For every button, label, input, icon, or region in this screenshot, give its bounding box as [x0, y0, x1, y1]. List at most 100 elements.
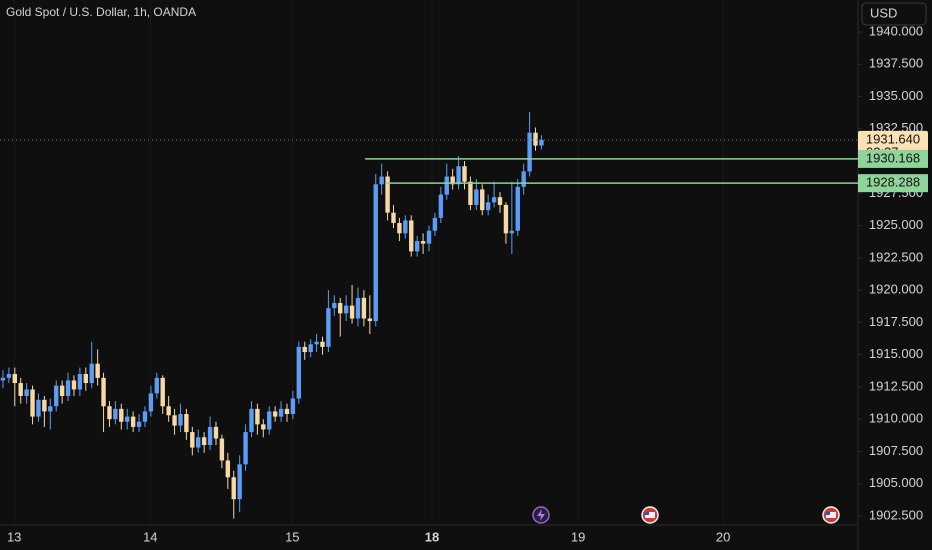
y-tick-label: 1920.000: [869, 282, 923, 297]
candle-body: [243, 432, 248, 465]
candle-body: [391, 212, 396, 224]
candle-body: [148, 393, 154, 412]
candle-body: [166, 406, 171, 416]
event-icon[interactable]: [822, 506, 840, 524]
candle-body: [48, 406, 53, 412]
candle-body: [308, 344, 313, 353]
candle-body: [225, 460, 231, 478]
candle-body: [515, 186, 520, 231]
candle-body: [237, 464, 242, 500]
last-price-label: 1931.640: [866, 131, 920, 146]
candle-body: [65, 380, 71, 396]
candle-body: [24, 389, 29, 396]
candle-body: [485, 202, 491, 211]
candle-body: [314, 341, 319, 345]
currency-button[interactable]: [861, 2, 927, 26]
y-tick-label: 1915.000: [869, 346, 923, 361]
candle-body: [196, 437, 201, 448]
x-tick-label: 20: [716, 529, 730, 544]
candle-body: [432, 217, 438, 231]
candle-body: [142, 411, 148, 422]
candle-body: [249, 408, 254, 433]
candle-body: [207, 426, 213, 445]
candle-body: [320, 341, 325, 347]
y-tick-label: 1912.500: [869, 378, 923, 393]
candle-body: [89, 363, 94, 384]
candle-body: [426, 230, 432, 244]
candle-body: [533, 132, 538, 146]
candle-body: [367, 318, 373, 322]
candle-body: [491, 197, 497, 203]
event-icon[interactable]: [532, 506, 550, 524]
candle-body: [503, 204, 509, 234]
y-tick-label: 1910.000: [869, 411, 923, 426]
event-icon[interactable]: [641, 506, 659, 524]
candle-body: [30, 389, 35, 417]
candle-body: [509, 230, 515, 234]
candle-body: [59, 385, 65, 396]
candle-body: [42, 399, 47, 412]
y-tick-label: 1917.500: [869, 314, 923, 329]
y-tick-label: 1905.000: [869, 475, 923, 490]
y-tick-label: 1902.500: [869, 507, 923, 522]
candle-body: [160, 377, 165, 407]
price-line-label: 1928.288: [866, 175, 920, 190]
candle-body: [409, 220, 414, 252]
candle-body: [119, 408, 124, 422]
candle-body: [290, 398, 296, 415]
candle-body: [178, 414, 183, 426]
candle-body: [77, 374, 83, 390]
candle-body: [474, 189, 479, 205]
y-tick-label: 1937.500: [869, 56, 923, 71]
candle-body: [231, 477, 236, 500]
candle-body: [172, 415, 177, 426]
y-tick-label: 1935.000: [869, 88, 923, 103]
candle-body: [18, 383, 23, 396]
candle-body: [219, 438, 225, 461]
candles: [0, 112, 544, 519]
x-tick-label: 19: [571, 529, 585, 544]
candle-body: [302, 346, 307, 353]
candle-body: [36, 399, 41, 417]
candle-body: [539, 139, 544, 146]
candle-body: [397, 223, 402, 234]
candle-body: [403, 220, 408, 234]
candle-body: [136, 421, 142, 427]
candle-body: [373, 184, 378, 322]
candle-body: [326, 308, 331, 347]
candle-body: [462, 166, 467, 182]
candle-body: [255, 408, 260, 425]
candle-body: [355, 297, 361, 319]
x-tick-label: 13: [7, 529, 21, 544]
candle-body: [83, 374, 88, 384]
candle-body: [361, 297, 367, 319]
currency-label[interactable]: USD: [870, 5, 897, 20]
candle-body: [349, 305, 355, 319]
candle-body: [71, 380, 77, 390]
candle-body: [278, 408, 284, 417]
candle-body: [201, 437, 207, 445]
candle-body: [113, 408, 118, 420]
candle-body: [296, 346, 302, 399]
candle-body: [101, 377, 106, 407]
y-tick-label: 1925.000: [869, 217, 923, 232]
candle-body: [6, 374, 12, 378]
candle-body: [267, 411, 272, 430]
candle-body: [468, 181, 473, 205]
candle-body: [213, 426, 219, 439]
candle-body: [438, 194, 444, 218]
price-line-tag: [858, 174, 928, 193]
candle-body: [332, 303, 337, 309]
candle-body: [338, 303, 343, 314]
candle-body: [343, 305, 349, 314]
candle-body: [456, 166, 461, 185]
candle-body: [497, 197, 503, 205]
candle-body: [54, 385, 59, 407]
candle-body: [154, 377, 160, 394]
candle-body: [12, 374, 17, 384]
